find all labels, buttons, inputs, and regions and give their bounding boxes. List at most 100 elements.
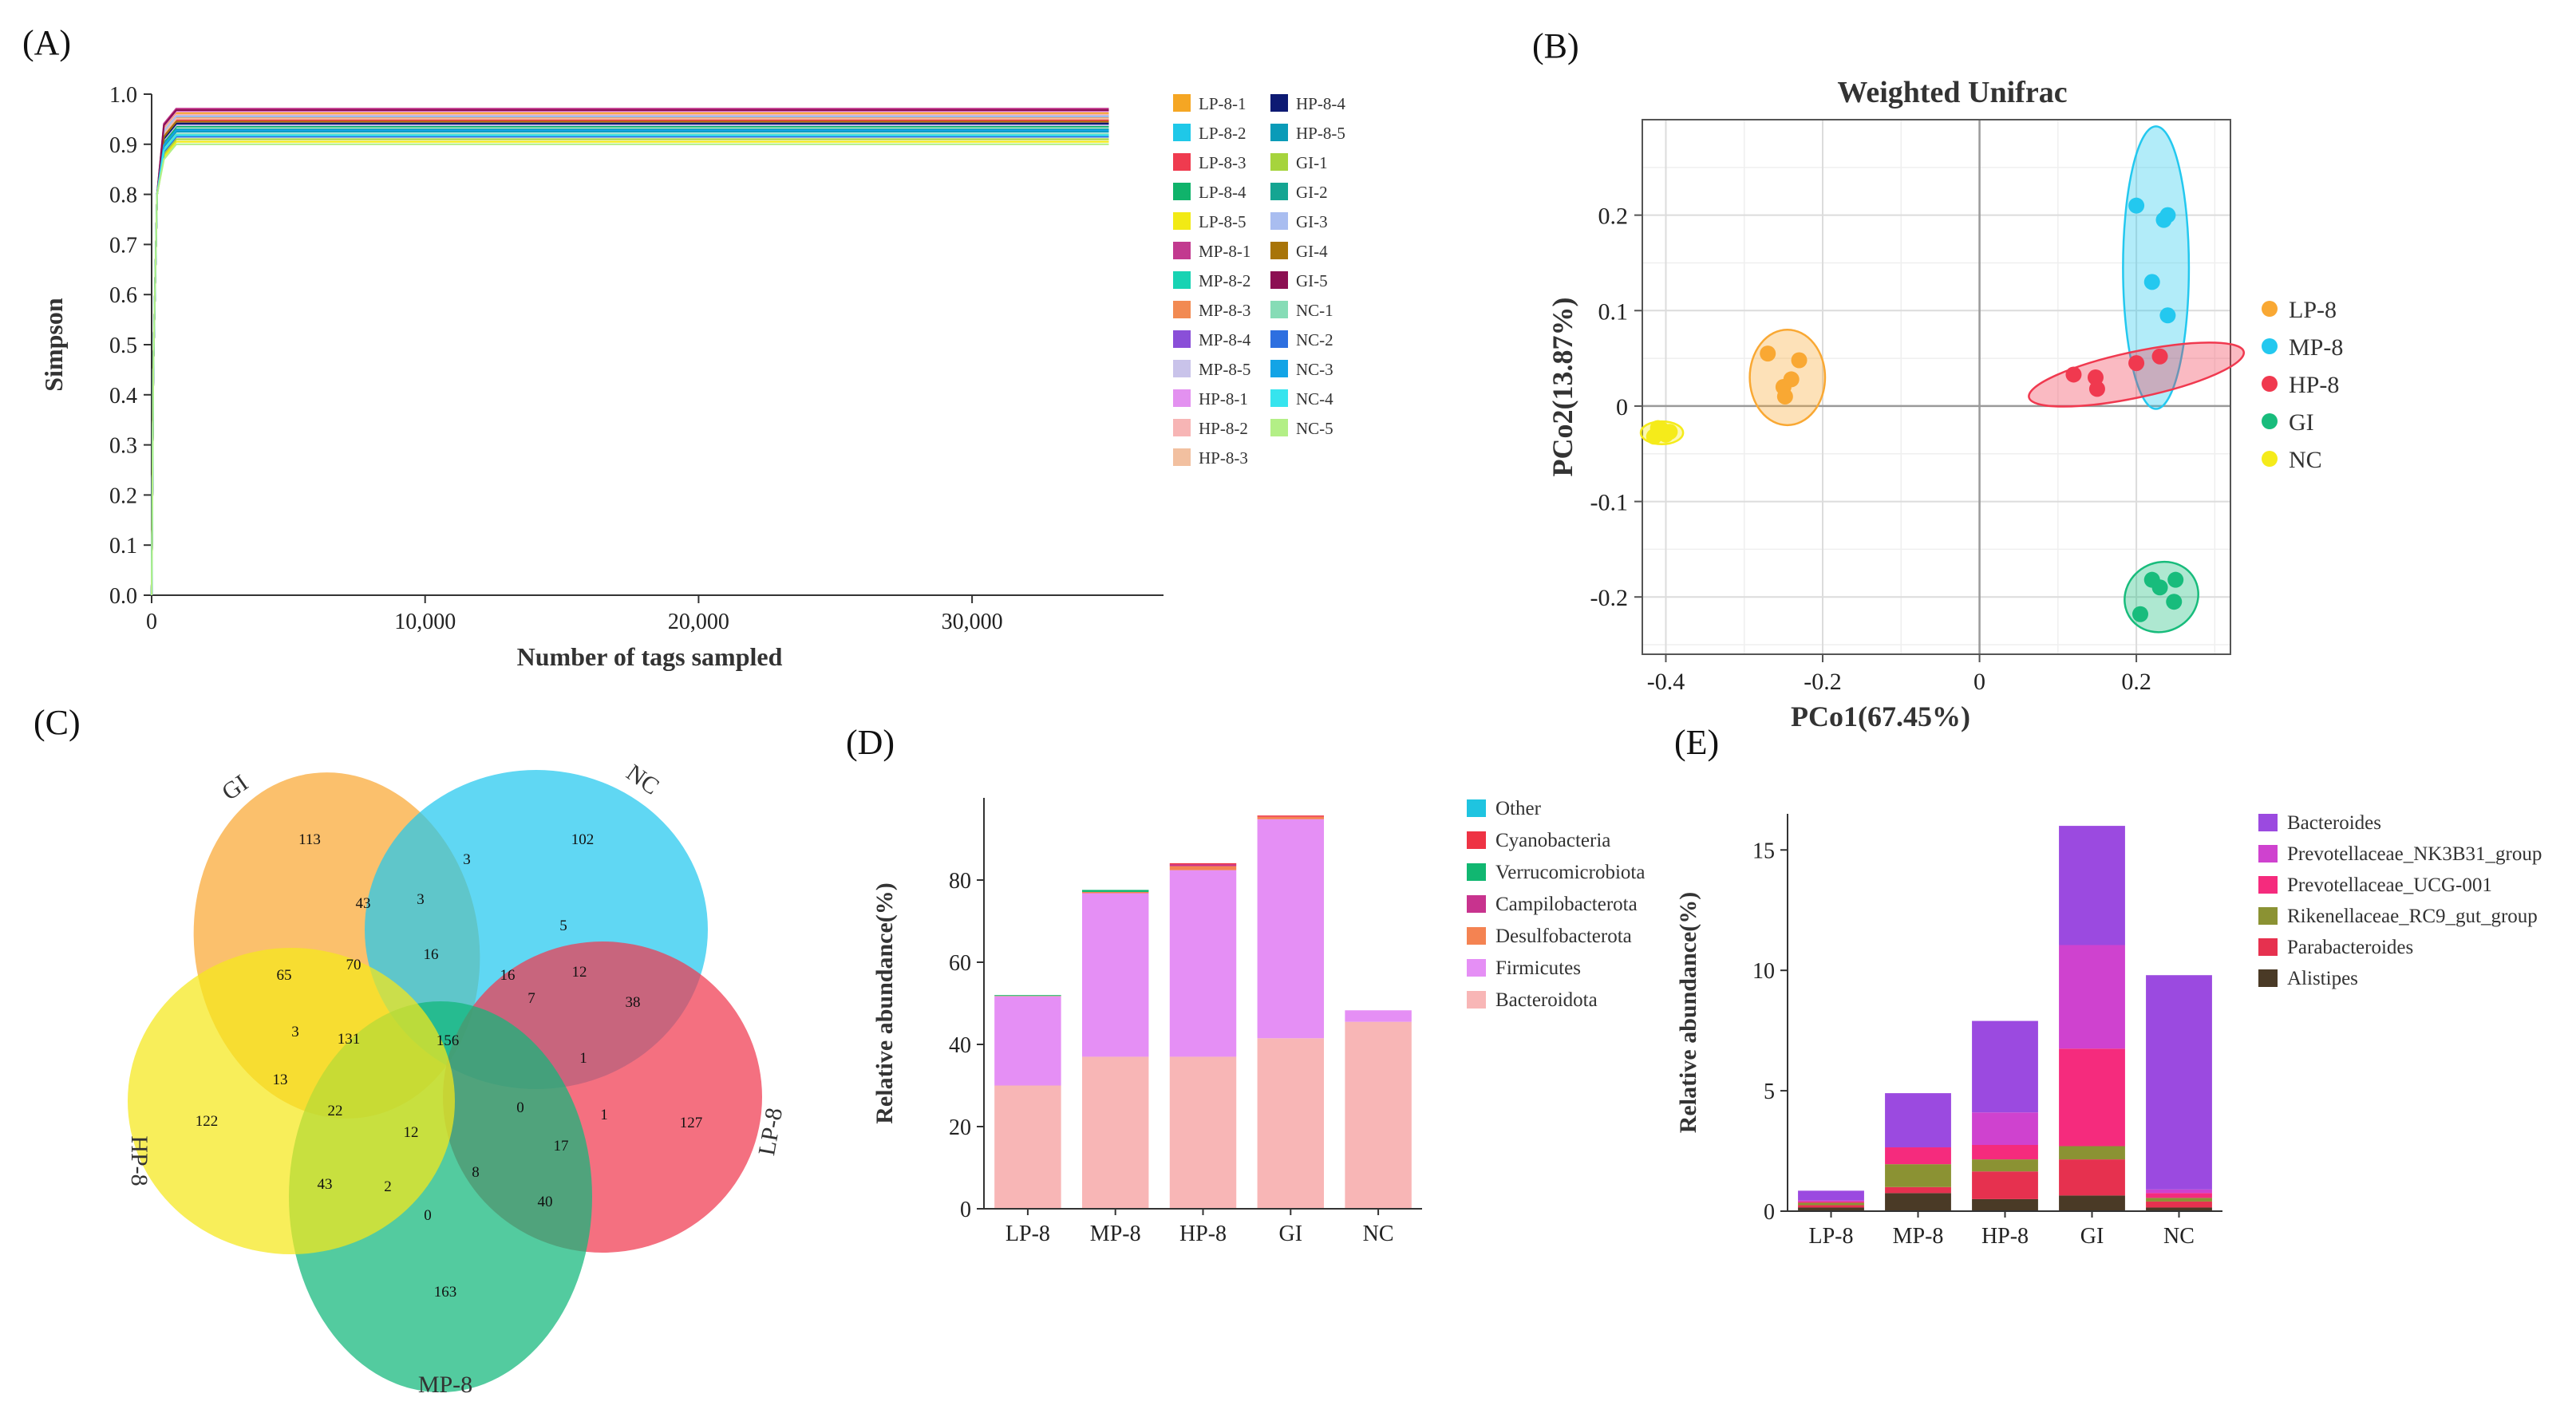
legend-swatch-gi-1 <box>1270 153 1288 171</box>
bar-segment-firmicutes-mp-8 <box>1081 893 1149 1057</box>
data-point-nc <box>1653 421 1670 438</box>
x-tick-label: 0.2 <box>2121 669 2151 695</box>
chart-title: Weighted Unifrac <box>1837 76 2067 109</box>
legend-swatch-lp-8-3 <box>1173 153 1191 171</box>
legend-label-prevotellaceae-nk3b31-group: Prevotellaceae_NK3B31_group <box>2287 843 2542 865</box>
data-point-mp-8 <box>2155 211 2172 228</box>
venn-label-hp-8: HP-8 <box>126 1135 152 1186</box>
legend-swatch-hp-8-1 <box>1173 389 1191 407</box>
series-line-gi-5 <box>150 109 1109 596</box>
legend-label-bacteroides: Bacteroides <box>2287 812 2381 834</box>
venn-count: 40 <box>538 1194 553 1210</box>
x-tick-label: MP-8 <box>1893 1224 1944 1249</box>
series-line-hp-8-1 <box>150 110 1109 596</box>
legend-label-nc-3: NC-3 <box>1296 360 1333 379</box>
venn-count: 12 <box>404 1124 419 1141</box>
legend-label-gi-4: GI-4 <box>1296 242 1328 261</box>
bar-segment-parabacteroides-hp-8 <box>1972 1171 2038 1199</box>
legend-label-mp-8-3: MP-8-3 <box>1199 301 1250 320</box>
legend-label-nc-4: NC-4 <box>1296 389 1333 409</box>
panel-label-b: (B) <box>1532 26 1579 65</box>
legend-label-gi-1: GI-1 <box>1296 153 1328 172</box>
y-tick-label: 0 <box>960 1198 971 1222</box>
bar-segment-alistipes-mp-8 <box>1885 1193 1951 1211</box>
panel-label-d: (D) <box>846 723 895 762</box>
series-line-nc-2 <box>150 136 1109 596</box>
bar-segment-bacteroides-lp-8 <box>1798 1190 1864 1201</box>
x-tick-label: MP-8 <box>1090 1222 1141 1246</box>
legend-swatch-other <box>1467 799 1486 817</box>
bar-segment-bacteroides-hp-8 <box>1972 1020 2038 1113</box>
bar-segment-bacteroides-mp-8 <box>1885 1093 1951 1148</box>
data-point-gi <box>2151 579 2168 596</box>
y-tick-label: 0.9 <box>109 133 137 158</box>
legend-label-mp-8-4: MP-8-4 <box>1199 330 1251 349</box>
data-point-hp-8 <box>2088 381 2105 397</box>
legend-label-hp-8-2: HP-8-2 <box>1199 419 1248 438</box>
legend-label-gi: GI <box>2289 409 2314 436</box>
legend-label-hp-8-5: HP-8-5 <box>1296 124 1345 143</box>
legend-label-mp-8-5: MP-8-5 <box>1199 360 1250 379</box>
bar-segment-verrucomicrobiota-mp-8 <box>1081 890 1149 892</box>
legend-label-verrucomicrobiota: Verrucomicrobiota <box>1495 862 1645 883</box>
bar-segment-rikenellaceae-rc9-gut-group-gi <box>2059 1146 2125 1160</box>
y-tick-label: 0 <box>1616 394 1628 420</box>
plot-frame <box>1642 119 2231 655</box>
legend-swatch-cyanobacteria <box>1467 831 1486 849</box>
y-tick-label: 0.4 <box>109 384 137 409</box>
bar-segment-rikenellaceae-rc9-gut-group-nc <box>2146 1198 2212 1202</box>
venn-count: 2 <box>384 1178 392 1195</box>
x-tick-label: NC <box>1363 1222 1394 1246</box>
venn-count: 13 <box>273 1072 288 1088</box>
data-point-gi <box>2166 594 2183 610</box>
venn-count: 22 <box>328 1103 343 1119</box>
series-line-mp-8-3 <box>150 117 1109 596</box>
legend-swatch-firmicutes <box>1467 959 1486 977</box>
venn-label-nc: NC <box>622 760 664 800</box>
legend-swatch-mp-8-5 <box>1173 360 1191 377</box>
bar-segment-bacteroidota-nc <box>1345 1021 1412 1209</box>
bar-segment-bacteroidota-lp-8 <box>994 1085 1061 1209</box>
y-tick-label: 80 <box>949 869 971 894</box>
legend-swatch-gi-5 <box>1270 271 1288 289</box>
confidence-ellipse-gi <box>2124 560 2199 634</box>
x-tick-label: -0.4 <box>1647 669 1685 695</box>
legend-swatch-lp-8-2 <box>1173 124 1191 141</box>
legend-label-cyanobacteria: Cyanobacteria <box>1495 830 1610 851</box>
venn-count: 7 <box>527 990 535 1007</box>
x-axis-title: Number of tags sampled <box>517 642 783 671</box>
bar-segment-prevotellaceae-nk3b31-group-nc <box>2146 1189 2212 1194</box>
bar-segment-prevotellaceae-nk3b31-group-hp-8 <box>1972 1112 2038 1145</box>
legend-label-gi-2: GI-2 <box>1296 183 1328 202</box>
legend-swatch-prevotellaceae-nk3b31-group <box>2258 845 2278 862</box>
legend-swatch-mp-8-3 <box>1173 301 1191 318</box>
bar-segment-desulfobacterota-mp-8 <box>1081 891 1149 894</box>
x-tick-label: LP-8 <box>1006 1222 1050 1246</box>
x-tick-label: LP-8 <box>1809 1224 1854 1249</box>
series-line-lp-8-2 <box>150 116 1109 596</box>
bar-segment-alistipes-nc <box>2146 1207 2212 1211</box>
legend-swatch-nc-5 <box>1270 419 1288 436</box>
legend-swatch-parabacteroides <box>2258 938 2278 956</box>
x-tick-label: HP-8 <box>1981 1224 2029 1249</box>
venn-count: 12 <box>572 964 587 981</box>
x-axis-title: PCo1(67.45%) <box>1791 701 1970 732</box>
legend-swatch-mp-8-1 <box>1173 242 1191 259</box>
y-tick-label: 0 <box>1764 1200 1775 1225</box>
legend-label-prevotellaceae-ucg-001: Prevotellaceae_UCG-001 <box>2287 874 2492 896</box>
venn-count: 3 <box>463 851 471 868</box>
legend-label-lp-8-3: LP-8-3 <box>1199 153 1247 172</box>
venn-count: 17 <box>554 1138 569 1155</box>
venn-set-hp-8 <box>128 948 455 1254</box>
panel-label-a: (A) <box>22 23 71 62</box>
y-axis-title: PCo2(13.87%) <box>1547 298 1578 477</box>
legend-swatch-lp-8-1 <box>1173 94 1191 112</box>
series-line-lp-8-3 <box>150 119 1109 596</box>
venn-count: 131 <box>338 1031 361 1048</box>
x-tick-label: 0 <box>146 610 157 634</box>
bar-segment-firmicutes-nc <box>1345 1010 1412 1022</box>
legend-label-hp-8-4: HP-8-4 <box>1296 94 1345 113</box>
bar-segment-cyanobacteria-gi <box>1257 815 1325 817</box>
bar-segment-rikenellaceae-rc9-gut-group-hp-8 <box>1972 1159 2038 1172</box>
